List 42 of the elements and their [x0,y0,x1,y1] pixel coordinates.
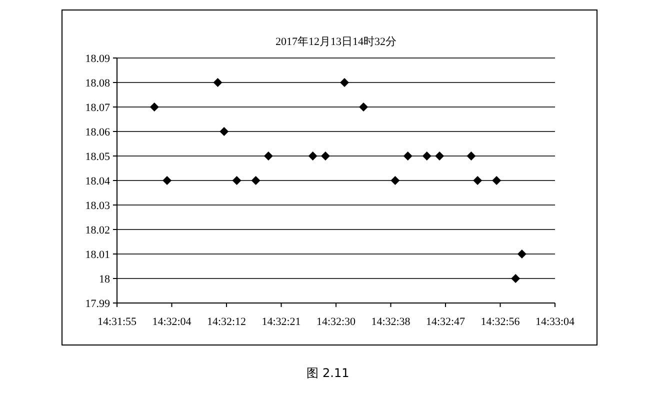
point [308,152,318,160]
caption: 图 2.11 [306,366,350,380]
point [517,250,526,258]
y-tick-label: 18.02 [85,224,110,236]
y-tick-label: 18.07 [85,102,110,114]
x-tick-label: 14:32:21 [262,316,301,328]
x-tick-label: 14:32:12 [206,316,246,328]
point [511,274,520,283]
point [422,152,432,160]
point [232,176,242,185]
x-tick-label: 14:32:04 [152,316,192,328]
x-tick-label: 14:32:56 [480,316,520,328]
y-tick-label: 18.01 [85,249,110,261]
y-tick-label: 18.03 [85,200,110,212]
x-tick-label: 14:33:04 [535,316,576,328]
y-tick-label: 18.06 [85,126,110,138]
point [435,152,444,160]
chart-title: 2017年12月13日14时32分 [276,35,396,48]
point [220,127,229,136]
point [359,102,368,112]
y-tick-label: 18.05 [85,151,110,163]
y-tick-label: 17.99 [85,298,110,310]
point [264,152,273,160]
point [466,152,476,160]
point [251,176,260,185]
point [340,78,349,87]
x-tick-label: 14:32:38 [371,316,411,328]
point [150,102,159,112]
point [390,176,400,185]
y-tick-label: 18 [99,274,110,286]
y-tick-label: 18.08 [85,78,110,90]
point [492,176,502,185]
point [162,176,172,185]
point [213,78,222,87]
x-tick-label: 14:32:30 [316,316,356,328]
point [403,152,412,160]
x-tick-label: 14:31:55 [97,316,138,328]
y-tick-label: 18.09 [85,53,110,65]
x-tick-label: 14:32:47 [426,316,466,328]
point [320,152,330,160]
y-tick-label: 18.04 [85,176,110,188]
point [473,176,482,185]
